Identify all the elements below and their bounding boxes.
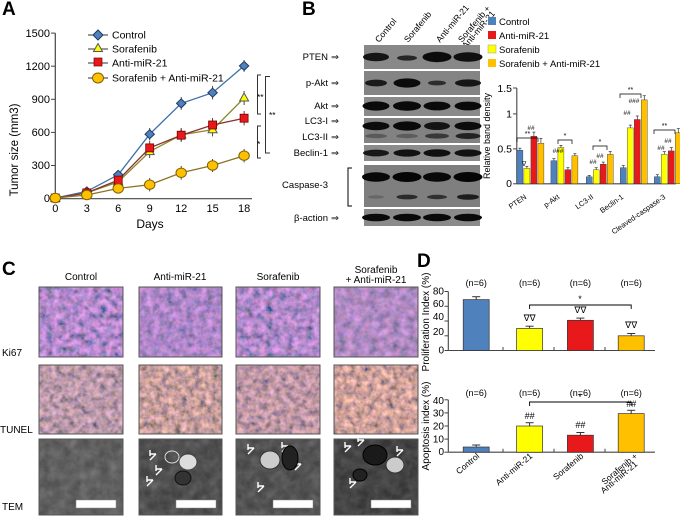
svg-text:(n=6): (n=6) <box>466 388 487 398</box>
svg-text:∇∇: ∇∇ <box>624 320 638 330</box>
svg-text:40: 40 <box>433 396 445 407</box>
svg-text:∇∇: ∇∇ <box>573 305 587 315</box>
svg-text:(n=6): (n=6) <box>621 388 642 398</box>
svg-text:(n=6): (n=6) <box>519 278 540 288</box>
svg-text:60: 60 <box>433 299 445 310</box>
svg-text:(n=6): (n=6) <box>466 278 487 288</box>
svg-text:80: 80 <box>433 287 445 298</box>
svg-text:20: 20 <box>433 327 445 338</box>
svg-text:*: * <box>578 294 582 304</box>
svg-text:Apoptosis index (%): Apoptosis index (%) <box>421 382 432 471</box>
svg-text:20: 20 <box>433 422 445 433</box>
svg-text:(n=6): (n=6) <box>570 278 591 288</box>
svg-text:##: ## <box>525 411 535 421</box>
svg-text:10: 10 <box>433 434 445 445</box>
svg-text:(n=6): (n=6) <box>621 278 642 288</box>
svg-text:30: 30 <box>433 409 445 420</box>
svg-text:Control: Control <box>454 451 482 476</box>
svg-text:∇∇: ∇∇ <box>523 313 537 323</box>
svg-text:0: 0 <box>438 447 444 458</box>
svg-text:(n=6): (n=6) <box>519 388 540 398</box>
svg-text:Anti-miR-21: Anti-miR-21 <box>493 451 534 488</box>
svg-text:Sorafenib: Sorafenib <box>551 451 586 482</box>
svg-text:0: 0 <box>438 346 444 357</box>
svg-text:Proliferation Index (%): Proliferation Index (%) <box>421 273 432 372</box>
svg-text:##: ## <box>575 420 585 430</box>
svg-text:40: 40 <box>433 312 445 323</box>
svg-text:*: * <box>578 392 582 402</box>
